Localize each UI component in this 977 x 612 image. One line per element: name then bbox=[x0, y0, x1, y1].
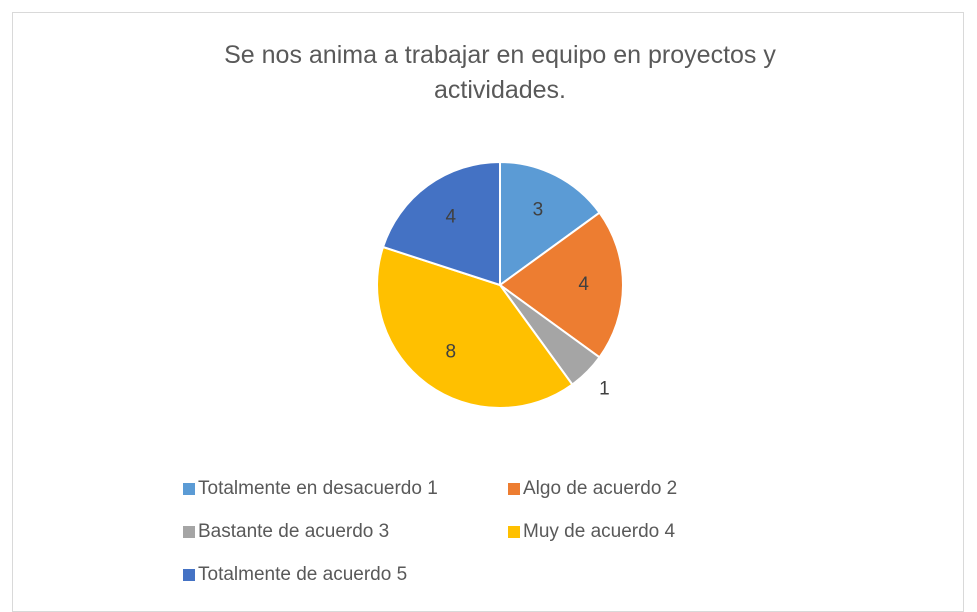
data-label: 8 bbox=[446, 342, 457, 363]
data-label: 4 bbox=[578, 274, 589, 295]
legend-label: Muy de acuerdo 4 bbox=[523, 521, 676, 542]
pie-slice bbox=[376, 245, 574, 409]
data-label: 4 bbox=[446, 206, 457, 227]
legend-swatch bbox=[183, 483, 195, 495]
legend-label: Algo de acuerdo 2 bbox=[523, 478, 677, 499]
data-label: 3 bbox=[533, 199, 544, 220]
legend-swatch bbox=[183, 569, 195, 581]
legend-label: Totalmente de acuerdo 5 bbox=[198, 564, 407, 585]
legend-swatch bbox=[183, 526, 195, 538]
legend-swatch bbox=[508, 526, 520, 538]
data-label: 1 bbox=[599, 378, 610, 399]
legend-swatch bbox=[508, 483, 520, 495]
legend-label: Bastante de acuerdo 3 bbox=[198, 521, 389, 542]
chart-title: Se nos anima a trabajar en equipo en pro… bbox=[224, 41, 776, 104]
legend-label: Totalmente en desacuerdo 1 bbox=[198, 478, 438, 499]
pie-slice bbox=[498, 211, 624, 359]
pie-slice bbox=[381, 160, 501, 287]
pie-slice bbox=[499, 160, 601, 287]
